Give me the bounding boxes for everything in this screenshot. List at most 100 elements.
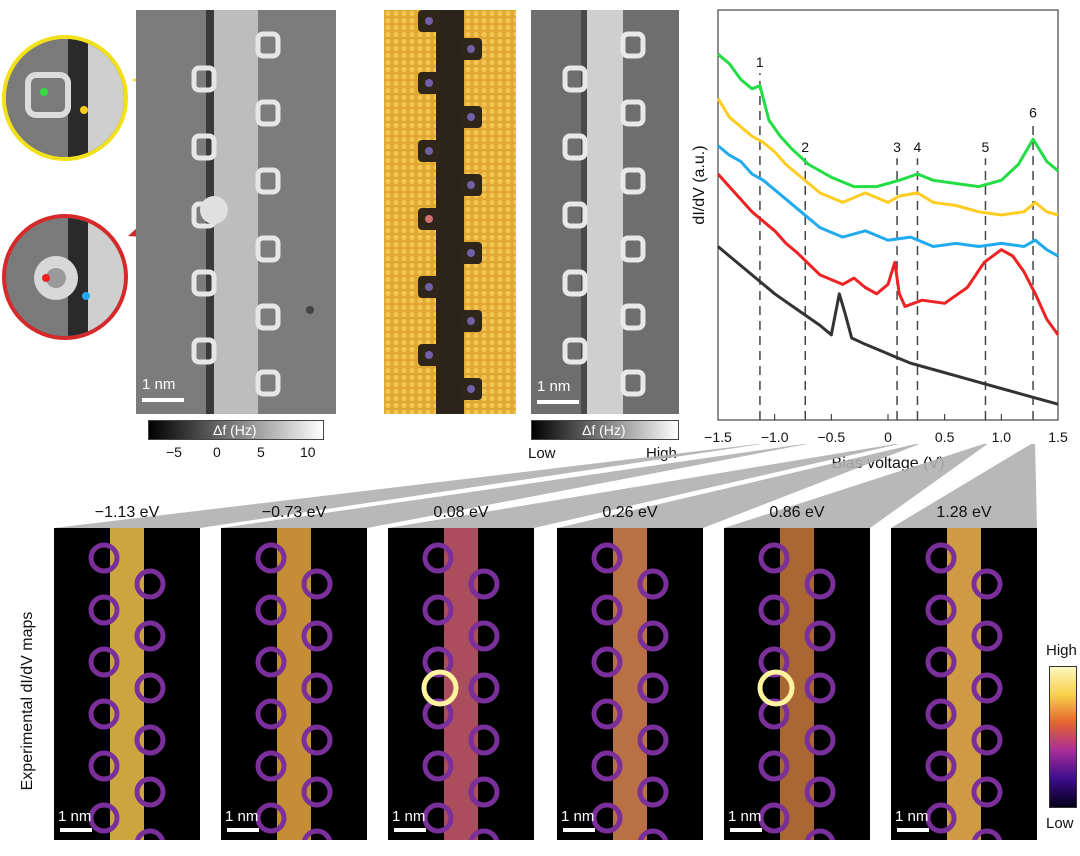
map-scalebar-0 bbox=[60, 828, 92, 832]
map-ring-l-5-5 bbox=[925, 802, 957, 834]
map-ring-r-3-3 bbox=[637, 724, 669, 756]
map-ring-r-4-0 bbox=[804, 568, 836, 600]
fan-connector-2 bbox=[388, 444, 900, 528]
map-ring-l-5-2 bbox=[925, 646, 957, 678]
didv-map-1: 1 nm bbox=[221, 528, 367, 840]
map-scalebar-4 bbox=[730, 828, 762, 832]
map-defect-2 bbox=[421, 669, 459, 707]
map-ring-r-2-4 bbox=[468, 776, 500, 808]
map-ring-r-1-4 bbox=[301, 776, 333, 808]
map-ring-r-0-2 bbox=[134, 672, 166, 704]
map-ring-r-5-3 bbox=[971, 724, 1003, 756]
didv-map-4: 1 nm bbox=[724, 528, 870, 840]
series-line-1 bbox=[716, 97, 1059, 217]
map-ring-r-1-5 bbox=[302, 828, 332, 840]
map-title-4: 0.86 eV bbox=[769, 504, 825, 521]
map-defect-4 bbox=[757, 669, 795, 707]
map-ring-r-1-0 bbox=[301, 568, 333, 600]
map-ring-l-5-4 bbox=[925, 750, 957, 782]
map-ring-r-1-3 bbox=[301, 724, 333, 756]
marker-label-6: 6 bbox=[1029, 105, 1037, 121]
map-ring-r-2-3 bbox=[468, 724, 500, 756]
map-ring-l-4-3 bbox=[758, 698, 790, 730]
afm-image: 1 nm bbox=[136, 10, 336, 414]
map-ring-l-1-2 bbox=[255, 646, 287, 678]
didv-map-2: 1 nm bbox=[388, 528, 534, 840]
map-ring-l-0-5 bbox=[88, 802, 120, 834]
map-ring-l-1-4 bbox=[255, 750, 287, 782]
x-tick-label-0: −1.5 bbox=[704, 429, 732, 445]
map-title-2: 0.08 eV bbox=[433, 504, 489, 521]
map-chain-2 bbox=[421, 528, 500, 840]
map-ring-l-2-0 bbox=[422, 542, 454, 574]
map-ring-r-5-4 bbox=[971, 776, 1003, 808]
map-ring-l-3-2 bbox=[591, 646, 623, 678]
afm-scale-text: 1 nm bbox=[142, 376, 176, 393]
map-ring-l-3-4 bbox=[591, 750, 623, 782]
map-chain-3 bbox=[591, 528, 669, 840]
molecular-model bbox=[384, 10, 516, 414]
sim-scale-text: 1 nm bbox=[537, 378, 571, 395]
map-ring-r-3-2 bbox=[637, 672, 669, 704]
dot-green bbox=[40, 88, 48, 96]
afm-tick-0: −5 bbox=[166, 444, 182, 460]
map-ring-l-4-0 bbox=[758, 542, 790, 574]
map-ring-r-2-1 bbox=[468, 620, 500, 652]
map-ring-r-2-2 bbox=[468, 672, 500, 704]
x-tick-label-3: 0 bbox=[884, 429, 892, 445]
map-scale-text-2: 1 nm bbox=[392, 808, 426, 825]
series-line-4 bbox=[717, 245, 1059, 406]
didv-map-3: 1 nm bbox=[557, 528, 703, 840]
map-ring-l-3-1 bbox=[591, 594, 623, 626]
map-ring-l-4-2 bbox=[758, 646, 790, 678]
map-scale-text-5: 1 nm bbox=[895, 808, 929, 825]
map-ring-l-1-5 bbox=[255, 802, 287, 834]
map-ring-l-0-2 bbox=[88, 646, 120, 678]
map-ring-l-0-0 bbox=[88, 542, 120, 574]
map-ring-r-4-1 bbox=[804, 620, 836, 652]
fan-connector-1 bbox=[221, 444, 808, 528]
map-scale-text-4: 1 nm bbox=[728, 808, 762, 825]
didv-map-0: 1 nm bbox=[54, 528, 200, 840]
afm-tick-1: 0 bbox=[213, 444, 221, 460]
map-scalebar-2 bbox=[394, 828, 426, 832]
map-ring-l-5-3 bbox=[925, 698, 957, 730]
x-tick-label-6: 1.5 bbox=[1048, 429, 1068, 445]
maps-colorbar-low: Low bbox=[1046, 815, 1074, 832]
y-axis-label: dI/dV (a.u.) bbox=[691, 145, 708, 224]
map-ring-r-0-1 bbox=[134, 620, 166, 652]
map-scale-text-0: 1 nm bbox=[58, 808, 92, 825]
series-line-2 bbox=[717, 144, 1059, 258]
map-ring-l-5-1 bbox=[925, 594, 957, 626]
map-chain-4 bbox=[757, 528, 836, 840]
map-ring-r-3-4 bbox=[637, 776, 669, 808]
afm-colorbar-label: Δf (Hz) bbox=[213, 422, 257, 438]
dot-blue bbox=[82, 292, 90, 300]
map-ring-r-4-2 bbox=[804, 672, 836, 704]
marker-label-5: 5 bbox=[981, 139, 989, 155]
map-ring-r-0-5 bbox=[135, 828, 165, 840]
map-ring-l-1-0 bbox=[255, 542, 287, 574]
map-ring-r-2-5 bbox=[469, 828, 499, 840]
sim-colorbar: Δf (Hz) bbox=[531, 420, 679, 440]
map-ring-r-5-5 bbox=[972, 828, 1002, 840]
afm-scalebar bbox=[142, 398, 184, 402]
series-line-0 bbox=[717, 53, 1059, 189]
map-title-0: −1.13 eV bbox=[94, 504, 160, 521]
x-tick-label-4: 0.5 bbox=[935, 429, 955, 445]
dot-yellow bbox=[80, 106, 88, 114]
map-ring-l-2-2 bbox=[422, 646, 454, 678]
sim-colorbar-low: Low bbox=[528, 445, 556, 462]
map-ring-l-1-1 bbox=[255, 594, 287, 626]
afm-tick-2: 5 bbox=[257, 444, 265, 460]
map-ring-r-0-0 bbox=[134, 568, 166, 600]
map-chain-5 bbox=[925, 528, 1003, 840]
map-ring-l-4-1 bbox=[758, 594, 790, 626]
maps-ylabel: Experimental dI/dV maps bbox=[19, 611, 36, 791]
map-ring-r-3-1 bbox=[637, 620, 669, 652]
map-ring-l-3-5 bbox=[591, 802, 623, 834]
x-tick-label-2: −0.5 bbox=[818, 429, 846, 445]
simulated-afm: 1 nm bbox=[531, 10, 679, 414]
